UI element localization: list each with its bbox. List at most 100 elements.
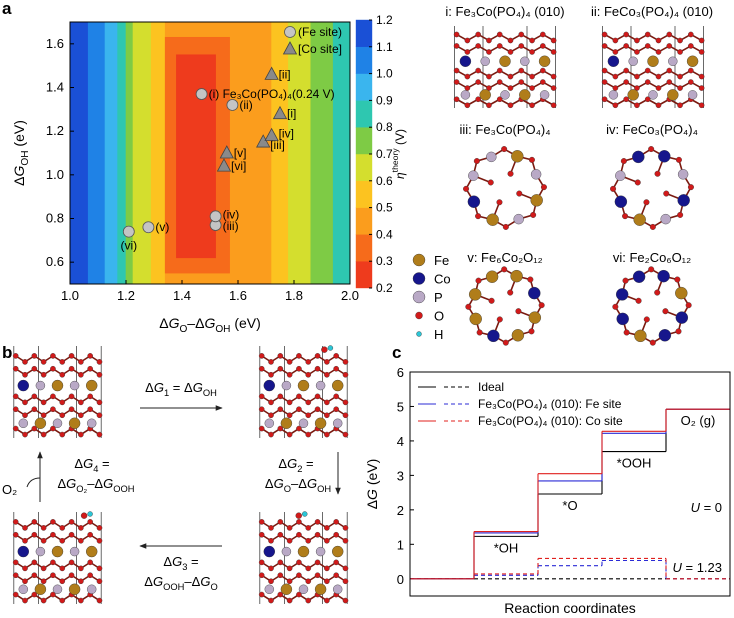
point-label: (i) (209, 87, 220, 101)
atom (622, 277, 629, 284)
atom (86, 584, 97, 594)
text-part: U (672, 560, 682, 575)
atom (258, 425, 265, 432)
colorbar-tick-label: 0.7 (376, 147, 393, 161)
y-tick-label: 0 (397, 572, 404, 587)
legend-label: Fe₃Co(PO₄)₄ (010): Fe site (478, 397, 622, 411)
atom (258, 559, 265, 566)
atom (324, 537, 330, 544)
atom (12, 559, 19, 566)
atom (511, 150, 524, 163)
atom (698, 102, 705, 109)
state-label: *OH (494, 540, 519, 555)
atom (85, 379, 98, 392)
data-point (264, 66, 279, 80)
atom (486, 73, 492, 80)
text-part: OH (20, 150, 31, 165)
atom (668, 56, 678, 66)
atom (314, 519, 321, 525)
atom (22, 597, 28, 604)
atom (487, 179, 494, 186)
atom (314, 353, 321, 359)
atom (412, 272, 426, 285)
atom (635, 297, 642, 304)
atom (527, 276, 534, 283)
atom (623, 79, 629, 85)
y-tick-label: 1 (397, 537, 404, 552)
atom (78, 412, 84, 419)
atom (666, 43, 673, 49)
text-part: G (193, 380, 203, 395)
atom (415, 311, 423, 320)
atom (453, 96, 460, 103)
atom (87, 531, 93, 538)
atom (35, 380, 46, 391)
y-tick-label: 4 (397, 434, 404, 449)
atom (529, 102, 535, 109)
atom (96, 537, 103, 544)
text-part: = 0 (700, 500, 722, 515)
atom (333, 531, 339, 538)
point-label: [ii] (279, 67, 291, 81)
atom (513, 213, 524, 225)
cycle-text: ΔG4 = (74, 456, 109, 474)
atom (612, 49, 619, 55)
atom (529, 73, 535, 80)
x-tick-label: 1.2 (117, 288, 135, 303)
atom (280, 583, 293, 595)
atom (40, 537, 47, 544)
atom (686, 55, 699, 67)
atom (87, 406, 93, 413)
atom (305, 431, 312, 438)
atom (12, 365, 19, 372)
atom (286, 359, 293, 365)
atom (496, 199, 503, 206)
atom (50, 531, 56, 538)
atom (96, 412, 103, 419)
atom (677, 211, 684, 218)
atom (324, 565, 330, 572)
atom (333, 365, 339, 372)
atom (658, 329, 672, 342)
atom (628, 56, 638, 66)
atom (22, 578, 28, 585)
atom (644, 31, 651, 38)
atom (342, 597, 349, 604)
structure-caption: v: Fe₆Co₂O₁₂ (467, 250, 542, 265)
atom (12, 531, 19, 538)
atom (324, 525, 330, 531)
element-label: Co (434, 272, 451, 287)
atom (654, 170, 661, 177)
atom (12, 591, 19, 598)
atom (464, 49, 471, 55)
atom (539, 90, 550, 100)
atom (59, 412, 66, 419)
y-tick-label: 1.0 (46, 167, 64, 182)
atom (78, 578, 84, 585)
colorbar-band (355, 153, 373, 181)
atom (78, 525, 84, 531)
text-part: O (179, 324, 187, 335)
data-point (122, 225, 135, 238)
atom (540, 67, 546, 74)
atom (476, 329, 483, 336)
point-label: [iii] (270, 138, 285, 152)
text-part: 1 (164, 388, 169, 398)
atom (518, 43, 525, 49)
plot-frame (69, 21, 351, 285)
structure-caption: iii: Fe₃Co(PO₄)₄ (459, 122, 550, 137)
atom (488, 297, 495, 304)
text-part: = (98, 456, 109, 471)
atom (297, 545, 310, 558)
atom (540, 184, 547, 191)
atom (40, 578, 47, 585)
atom (96, 431, 103, 438)
atom (87, 572, 93, 579)
atom (286, 371, 293, 378)
atom (529, 85, 535, 91)
atom (22, 359, 28, 365)
colorbar-tick-label: 0.2 (376, 281, 393, 295)
text-part: G (154, 380, 164, 395)
text-part: G (103, 476, 113, 491)
atom (50, 353, 56, 359)
